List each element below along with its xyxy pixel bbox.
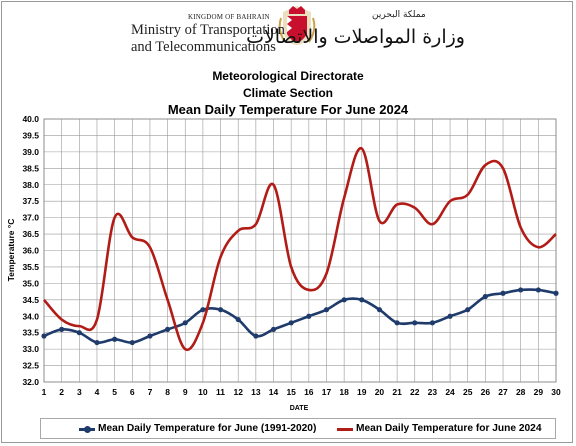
y-tick-label: 34.0 bbox=[22, 311, 39, 321]
data-point-normal bbox=[253, 333, 259, 339]
x-tick-label: 20 bbox=[375, 387, 385, 397]
y-axis-title: Temperature °C bbox=[6, 219, 16, 282]
chart-title-line3: Mean Daily Temperature For June 2024 bbox=[167, 102, 409, 117]
y-tick-label: 37.5 bbox=[22, 196, 39, 206]
arabic-ministry-name: وزارة المواصلات والاتصالات bbox=[246, 26, 465, 48]
x-tick-label: 14 bbox=[269, 387, 279, 397]
data-point-normal bbox=[359, 297, 365, 303]
y-tick-label: 39.0 bbox=[22, 147, 39, 157]
y-tick-label: 33.5 bbox=[22, 328, 39, 338]
data-point-normal bbox=[129, 339, 135, 346]
x-tick-label: 7 bbox=[148, 387, 153, 397]
y-tick-label: 35.5 bbox=[22, 262, 39, 272]
x-axis-title: DATE bbox=[290, 405, 309, 412]
y-tick-label: 36.0 bbox=[22, 246, 39, 256]
ministry-emblem-logo bbox=[278, 6, 316, 45]
arabic-kingdom-label: مملكة البحرين bbox=[372, 10, 426, 20]
x-tick-label: 1 bbox=[42, 387, 47, 397]
x-tick-label: 23 bbox=[428, 387, 438, 397]
chart-title-line2: Climate Section bbox=[242, 86, 334, 100]
legend-label-2024: Mean Daily Temperature for June 2024 bbox=[356, 423, 542, 434]
data-point-normal bbox=[217, 307, 224, 313]
x-tick-label: 4 bbox=[95, 387, 100, 397]
x-tick-label: 2 bbox=[59, 387, 64, 397]
y-tick-label: 38.5 bbox=[22, 163, 39, 173]
y-tick-label: 39.5 bbox=[22, 130, 39, 140]
data-point-normal bbox=[500, 290, 506, 296]
x-tick-label: 10 bbox=[198, 387, 208, 397]
x-tick-label: 28 bbox=[516, 387, 526, 397]
legend-marker-normal bbox=[84, 426, 91, 433]
y-tick-label: 35.0 bbox=[22, 278, 39, 288]
data-point-normal bbox=[394, 320, 400, 326]
data-point-normal bbox=[323, 307, 330, 313]
x-tick-label: 21 bbox=[392, 387, 402, 397]
legend-line-2024 bbox=[337, 428, 353, 431]
y-tick-label: 32.0 bbox=[22, 377, 39, 387]
x-tick-label: 6 bbox=[130, 387, 135, 397]
data-point-normal bbox=[482, 293, 488, 300]
chart-title-line1: Meteorological Directorate bbox=[212, 69, 364, 83]
data-point-normal bbox=[76, 330, 82, 336]
ministry-name-line2: and Telecommunications bbox=[131, 39, 276, 55]
x-tick-label: 15 bbox=[286, 387, 296, 397]
legend-marker-2024 bbox=[342, 426, 349, 433]
data-point-normal bbox=[200, 307, 206, 313]
data-point-normal bbox=[429, 320, 436, 326]
x-tick-label: 26 bbox=[481, 387, 491, 397]
x-tick-label: 5 bbox=[112, 387, 117, 397]
x-tick-label: 27 bbox=[498, 387, 508, 397]
data-point-normal bbox=[376, 307, 383, 313]
plot-area-border bbox=[43, 118, 557, 383]
x-tick-label: 16 bbox=[304, 387, 314, 397]
y-tick-label: 40.0 bbox=[22, 114, 39, 124]
data-point-normal bbox=[235, 316, 241, 323]
x-tick-label: 24 bbox=[445, 387, 455, 397]
data-point-normal bbox=[341, 297, 347, 303]
x-tick-label: 30 bbox=[551, 387, 561, 397]
data-point-normal bbox=[112, 336, 118, 342]
series-line-2024 bbox=[43, 147, 557, 352]
data-point-normal bbox=[447, 313, 453, 319]
data-point-normal bbox=[182, 320, 188, 326]
ministry-name-line1: Ministry of Transportation bbox=[131, 22, 285, 38]
data-point-normal bbox=[147, 333, 153, 339]
x-tick-label: 3 bbox=[77, 387, 82, 397]
chart-legend: Mean Daily Temperature for June (1991-20… bbox=[40, 418, 556, 439]
data-point-normal bbox=[164, 326, 171, 332]
data-point-normal bbox=[465, 307, 471, 313]
data-point-normal bbox=[94, 339, 100, 346]
data-point-normal bbox=[270, 326, 277, 332]
x-tick-label: 22 bbox=[410, 387, 420, 397]
x-tick-label: 18 bbox=[339, 387, 349, 397]
data-point-normal bbox=[553, 290, 559, 296]
y-tick-label: 37.0 bbox=[22, 213, 39, 223]
x-tick-label: 29 bbox=[534, 387, 544, 397]
data-point-normal bbox=[412, 320, 418, 326]
y-tick-label: 36.5 bbox=[22, 229, 39, 239]
data-point-normal bbox=[288, 320, 294, 326]
y-tick-label: 34.5 bbox=[22, 295, 39, 305]
x-tick-label: 25 bbox=[463, 387, 473, 397]
data-point-normal bbox=[518, 287, 524, 293]
data-point-normal bbox=[59, 326, 65, 332]
y-tick-label: 38.0 bbox=[22, 180, 39, 190]
data-point-normal bbox=[535, 287, 541, 293]
kingdom-label: KINGDOM OF BAHRAIN bbox=[188, 13, 270, 21]
x-tick-label: 12 bbox=[233, 387, 243, 397]
legend-label-normal: Mean Daily Temperature for June (1991-20… bbox=[98, 423, 317, 434]
data-point-normal bbox=[306, 313, 312, 319]
x-tick-label: 8 bbox=[165, 387, 170, 397]
x-tick-label: 11 bbox=[216, 387, 225, 397]
x-tick-label: 17 bbox=[322, 387, 332, 397]
x-tick-label: 9 bbox=[183, 387, 188, 397]
y-tick-label: 32.5 bbox=[22, 361, 39, 371]
x-tick-label: 19 bbox=[357, 387, 367, 397]
data-point-normal bbox=[41, 333, 47, 339]
x-tick-label: 13 bbox=[251, 387, 261, 397]
y-tick-label: 33.0 bbox=[22, 344, 39, 354]
